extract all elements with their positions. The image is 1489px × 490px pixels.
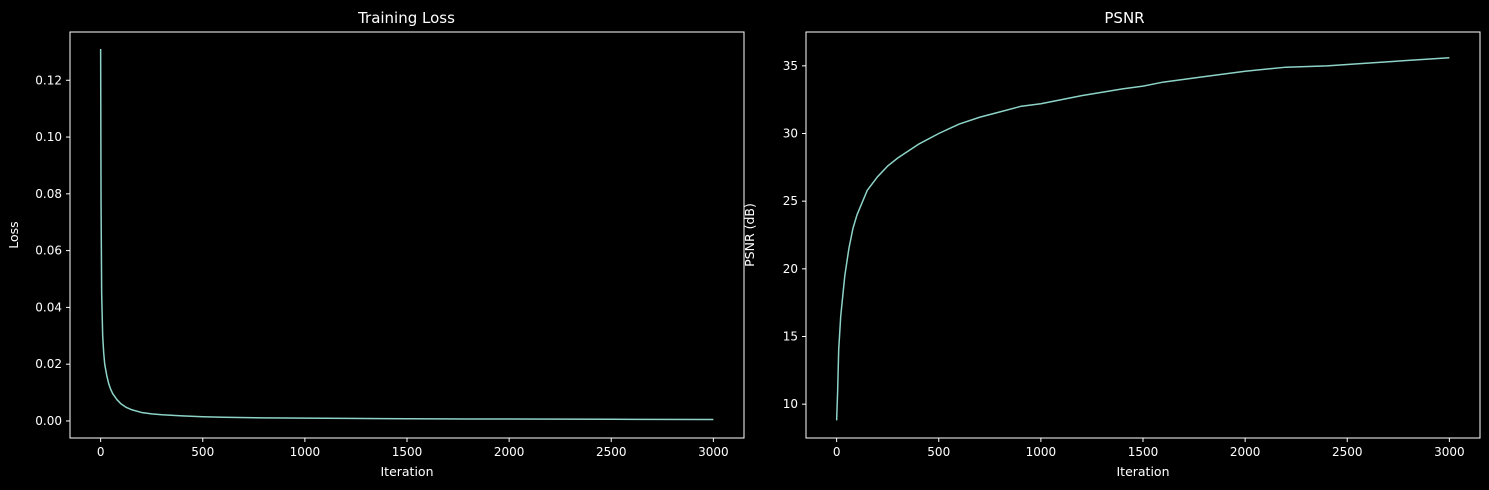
y-tick-label: 10 [783,397,798,411]
plot-frame [69,31,745,439]
y-tick-label: 20 [783,262,798,276]
x-tick-label: 1500 [392,445,423,459]
x-tick-label: 1000 [290,445,321,459]
x-tick-label: 1500 [1128,445,1159,459]
y-tick-label: 0.00 [35,414,62,428]
y-tick-label: 25 [783,194,798,208]
plot-frame [805,31,1481,439]
x-tick-label: 2000 [494,445,525,459]
y-tick-label: 0.12 [35,73,62,87]
x-tick-label: 500 [191,445,214,459]
x-tick-label: 0 [97,445,105,459]
series-line-psnr [835,56,1450,421]
y-tick-label: 0.02 [35,357,62,371]
x-tick-label: 500 [927,445,950,459]
y-tick-label: 0.06 [35,244,62,258]
y-tick-label: 30 [783,127,798,141]
x-tick-label: 2500 [1332,445,1363,459]
x-tick-label: 1000 [1026,445,1057,459]
tick-group: 0 500 1000 1500 2000 2500 3000 0.00 0.02 0.04 0.06… [35,73,728,459]
chart-title: PSNR [1104,9,1144,27]
x-axis-label: Iteration [1116,464,1169,479]
y-axis-label: Loss [6,221,21,248]
x-tick-label: 2500 [596,445,627,459]
x-tick-label: 3000 [1434,445,1465,459]
y-tick-label: 15 [783,330,798,344]
y-tick-label: 0.10 [35,130,62,144]
y-tick-label: 0.04 [35,300,62,314]
x-tick-label: 2000 [1230,445,1261,459]
tick-group: 0 500 1000 1500 2000 2500 3000 10 15 20 25 30 35 [783,59,1465,459]
x-tick-label: 0 [833,445,841,459]
y-tick-label: 35 [783,59,798,73]
psnr-chart: PSNR 0 500 1000 1500 2000 2500 3000 10 15 20 25 30 3… [742,9,1481,479]
x-axis-label: Iteration [380,464,433,479]
training-loss-chart: Training Loss 0 500 1000 1500 2000 2500 3000 0.… [6,9,745,479]
chart-title: Training Loss [357,9,455,27]
y-tick-label: 0.08 [35,187,62,201]
y-axis-label: PSNR (dB) [742,203,757,267]
x-tick-label: 3000 [698,445,729,459]
series-line-loss [99,49,714,421]
